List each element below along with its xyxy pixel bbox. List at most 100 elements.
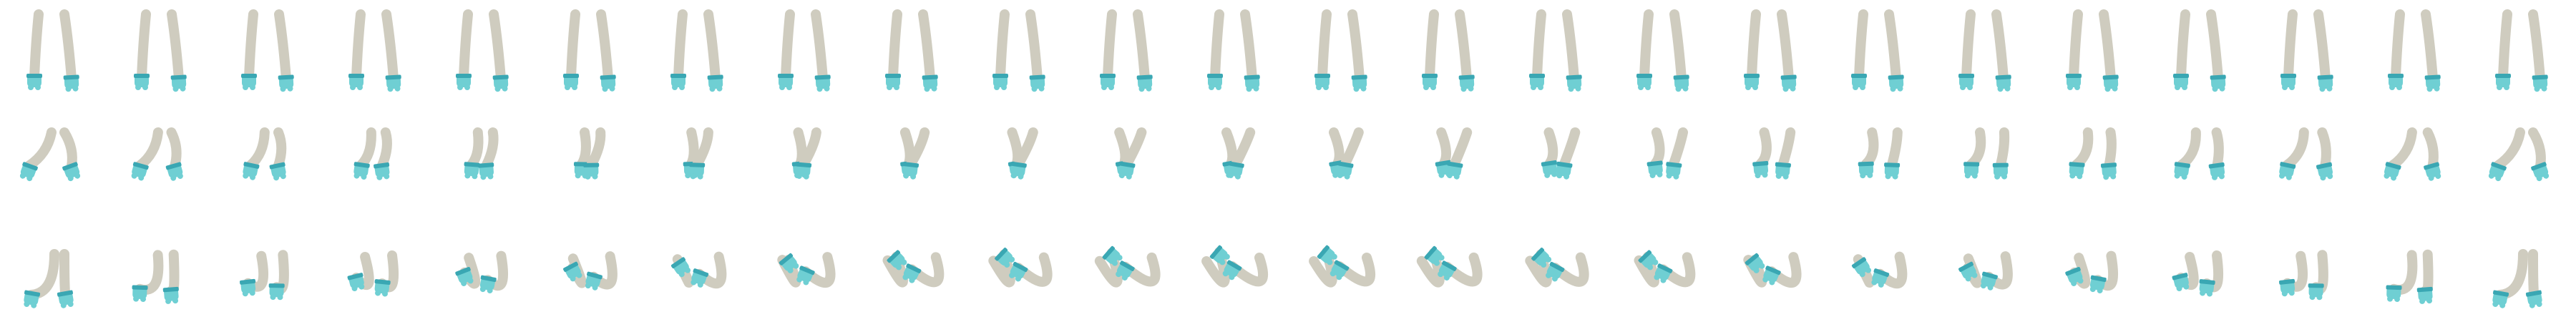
sprite-frame-24	[2495, 9, 2548, 92]
rope-right	[1991, 9, 2011, 92]
tip-toe	[1360, 85, 1367, 92]
tip-band	[1982, 271, 1998, 280]
tip-toe	[887, 84, 892, 90]
tip-toe	[2541, 85, 2547, 92]
tip-toe	[2391, 175, 2397, 181]
tip-band	[374, 279, 391, 286]
sprite-frame-13	[1329, 127, 1364, 180]
tip-toe	[816, 86, 823, 92]
tip-toe	[1353, 86, 1360, 92]
rope-strand	[135, 127, 163, 171]
rope-strand	[245, 127, 270, 170]
tip-band	[693, 268, 709, 278]
sock-tip-icon	[885, 74, 901, 90]
tip-toe	[358, 283, 365, 290]
rope-left	[348, 9, 366, 90]
rope-right	[1347, 9, 1367, 92]
sock-tip-icon	[1884, 162, 1901, 180]
tip-toe	[381, 291, 388, 297]
sprite-frame-7	[683, 127, 713, 180]
rope-strand	[59, 127, 77, 171]
sprite-frame-3	[243, 127, 287, 181]
tip-toe	[931, 85, 937, 92]
rope-right	[1777, 9, 1797, 92]
tip-toe	[394, 85, 401, 92]
tip-toe	[2534, 86, 2540, 92]
sock-tip-icon	[1424, 245, 1445, 266]
rope-left	[563, 253, 587, 288]
tip-toe	[1755, 172, 1761, 179]
rope-strand	[1347, 9, 1365, 84]
sock-tip-icon	[1458, 74, 1475, 92]
tip-toe	[2384, 172, 2390, 179]
rope-right	[1118, 127, 1147, 180]
tip-toe	[592, 173, 598, 180]
rope-strand	[137, 9, 151, 82]
tip-toe	[1997, 86, 2004, 92]
tip-band	[778, 74, 794, 78]
tip-band	[1888, 74, 1904, 80]
tip-toe	[2110, 173, 2117, 180]
tip-band	[132, 162, 149, 170]
sprite-row-tangled	[24, 245, 2542, 308]
tip-band	[2424, 162, 2439, 170]
tip-toe	[786, 84, 792, 90]
tip-toe	[1782, 86, 1789, 92]
rope-strand	[2177, 127, 2201, 170]
rope-strand	[2206, 9, 2223, 84]
rope-strand	[244, 9, 258, 82]
tip-toe	[67, 301, 74, 307]
tip-toe	[894, 84, 899, 90]
rope-strand	[59, 9, 77, 84]
tip-toe	[457, 84, 463, 90]
tip-toe	[576, 272, 582, 278]
rope-left	[777, 253, 801, 288]
rope-strand	[1658, 252, 1696, 288]
sprite-frame-12	[1207, 9, 1260, 92]
rope-left	[1525, 248, 1552, 288]
sprite-frame-22	[2279, 127, 2333, 181]
sock-tip-icon	[1566, 74, 1582, 92]
rope-left	[992, 9, 1010, 90]
tip-toe	[60, 302, 67, 308]
tip-band	[1873, 268, 1890, 278]
tip-toe	[2488, 172, 2494, 179]
tip-toe	[1745, 84, 1751, 90]
sock-tip-icon	[1775, 162, 1791, 180]
tip-band	[707, 74, 723, 80]
rope-right	[489, 9, 509, 92]
tip-band	[922, 74, 938, 80]
rope-strand	[2391, 9, 2405, 82]
tip-band	[1556, 161, 1573, 168]
tip-toe	[1468, 85, 1474, 92]
sock-tip-icon	[887, 250, 907, 270]
rope-right	[2099, 9, 2119, 92]
rope-strand	[1995, 127, 2010, 170]
tip-toe	[1316, 84, 1322, 90]
tip-toe	[685, 267, 691, 273]
tip-band	[670, 74, 686, 78]
rope-right	[1775, 127, 1796, 180]
tip-band	[1958, 74, 1974, 78]
sprite-frame-14	[1422, 9, 1475, 92]
tip-toe	[1660, 277, 1667, 283]
tip-band	[992, 74, 1008, 78]
sprite-frame-11	[1114, 127, 1147, 180]
rope-left	[353, 127, 376, 180]
tip-toe	[480, 174, 487, 180]
tip-toe	[902, 274, 909, 280]
rope-strand	[918, 9, 935, 84]
sock-tip-icon	[1531, 248, 1552, 268]
sock-tip-icon	[1851, 257, 1872, 278]
rope-right	[689, 127, 713, 180]
tip-band	[22, 162, 38, 171]
rope-left	[347, 252, 374, 292]
tip-band	[1314, 74, 1330, 78]
tip-band	[348, 74, 364, 78]
tip-toe	[2211, 174, 2218, 180]
tip-toe	[1892, 173, 1898, 180]
tip-band	[1884, 162, 1901, 167]
tip-toe	[824, 85, 830, 92]
tip-band	[347, 273, 364, 280]
